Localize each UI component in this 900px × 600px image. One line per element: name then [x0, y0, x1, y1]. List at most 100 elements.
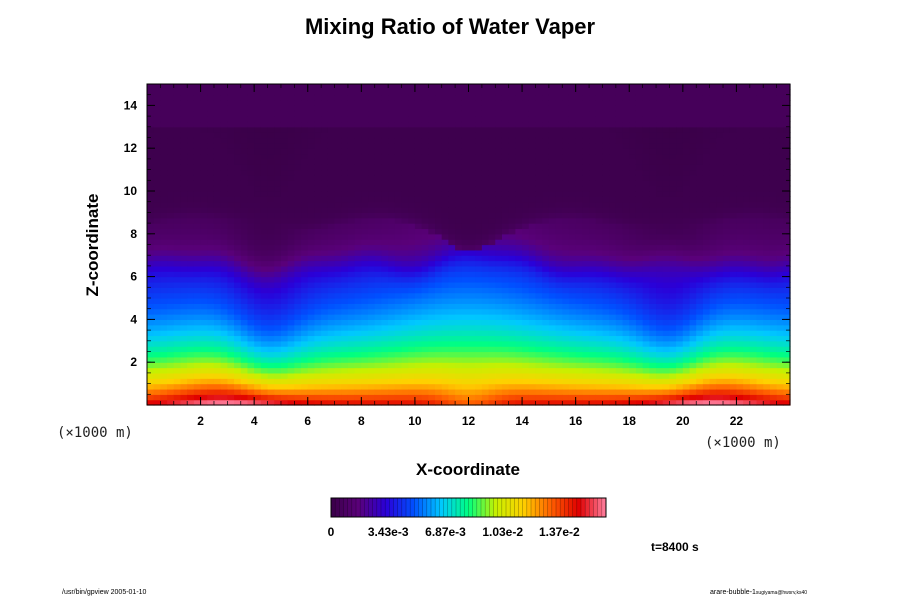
- heatmap-cell: [629, 164, 637, 171]
- heatmap-cell: [381, 158, 389, 165]
- heatmap-cell: [622, 137, 630, 144]
- heatmap-cell: [702, 362, 711, 369]
- heatmap-cell: [669, 212, 677, 219]
- heatmap-cell: [234, 378, 242, 385]
- heatmap-cell: [461, 196, 470, 203]
- heatmap-cell: [501, 351, 510, 358]
- heatmap-cell: [642, 367, 650, 374]
- heatmap-cell: [615, 207, 624, 213]
- heatmap-cell: [689, 105, 697, 112]
- heatmap-cell: [361, 340, 369, 347]
- heatmap-cell: [475, 169, 483, 176]
- heatmap-cell: [401, 308, 409, 315]
- heatmap-cell: [401, 356, 409, 363]
- heatmap-cell: [394, 212, 403, 219]
- heatmap-cell: [187, 121, 195, 128]
- heatmap-cell: [508, 89, 516, 96]
- heatmap-cell: [180, 281, 188, 288]
- heatmap-cell: [287, 89, 295, 96]
- heatmap-cell: [555, 132, 563, 139]
- heatmap-cell: [428, 351, 436, 358]
- heatmap-cell: [602, 276, 610, 283]
- heatmap-cell: [548, 169, 557, 176]
- heatmap-cell: [562, 372, 570, 379]
- heatmap-cell: [461, 201, 470, 208]
- heatmap-cell: [227, 191, 235, 197]
- heatmap-cell: [689, 110, 697, 117]
- heatmap-cell: [522, 132, 530, 139]
- heatmap-cell: [287, 292, 295, 299]
- heatmap-cell: [227, 228, 235, 235]
- heatmap-cell: [629, 110, 637, 117]
- heatmap-cell: [207, 89, 215, 96]
- heatmap-cell: [662, 207, 671, 213]
- heatmap-cell: [394, 330, 403, 337]
- heatmap-cell: [240, 356, 249, 363]
- heatmap-cell: [200, 346, 208, 353]
- heatmap-cell: [160, 89, 168, 96]
- heatmap-cell: [475, 330, 483, 337]
- heatmap-cell: [535, 110, 543, 117]
- heatmap-cell: [240, 164, 249, 171]
- heatmap-cell: [347, 367, 356, 374]
- heatmap-cell: [220, 228, 228, 235]
- heatmap-cell: [307, 287, 316, 294]
- heatmap-cell: [515, 308, 523, 315]
- heatmap-cell: [635, 84, 644, 90]
- heatmap-cell: [394, 335, 403, 342]
- heatmap-cell: [234, 319, 242, 326]
- heatmap-cell: [702, 378, 711, 385]
- heatmap-cell: [213, 201, 222, 208]
- heatmap-cell: [461, 244, 470, 251]
- heatmap-cell: [682, 169, 691, 176]
- heatmap-cell: [153, 362, 161, 369]
- heatmap-cell: [421, 223, 429, 230]
- heatmap-cell: [334, 394, 342, 401]
- heatmap-cell: [374, 281, 383, 288]
- heatmap-cell: [428, 255, 436, 262]
- heatmap-cell: [160, 276, 168, 283]
- heatmap-cell: [180, 372, 188, 379]
- heatmap-cell: [642, 94, 650, 101]
- heatmap-cell: [280, 292, 289, 299]
- heatmap-cell: [260, 110, 269, 117]
- heatmap-cell: [394, 383, 403, 390]
- heatmap-cell: [535, 153, 543, 160]
- heatmap-cell: [522, 185, 530, 192]
- heatmap-cell: [435, 244, 443, 251]
- heatmap-cell: [414, 121, 423, 128]
- heatmap-cell: [160, 233, 168, 240]
- heatmap-cell: [347, 180, 356, 187]
- heatmap-cell: [274, 244, 282, 251]
- heatmap-cell: [193, 271, 202, 278]
- heatmap-cell: [629, 126, 637, 133]
- heatmap-cell: [147, 126, 155, 133]
- heatmap-cell: [528, 287, 537, 294]
- heatmap-cell: [247, 260, 255, 267]
- heatmap-cell: [147, 148, 155, 155]
- heatmap-cell: [481, 100, 490, 106]
- heatmap-cell: [421, 89, 429, 96]
- heatmap-cell: [301, 276, 309, 283]
- heatmap-cell: [334, 142, 342, 149]
- heatmap-cell: [448, 276, 456, 283]
- heatmap-cell: [542, 388, 550, 395]
- heatmap-cell: [495, 185, 503, 192]
- heatmap-cell: [207, 116, 215, 123]
- heatmap-cell: [468, 292, 476, 299]
- heatmap-cell: [508, 201, 516, 208]
- heatmap-cell: [254, 105, 262, 112]
- heatmap-cell: [153, 191, 161, 197]
- heatmap-cell: [622, 196, 630, 203]
- heatmap-cell: [314, 126, 322, 133]
- heatmap-cell: [615, 116, 624, 123]
- heatmap-cell: [147, 303, 155, 310]
- heatmap-cell: [280, 196, 289, 203]
- heatmap-cell: [589, 324, 597, 331]
- heatmap-cell: [542, 164, 550, 171]
- heatmap-cell: [280, 324, 289, 331]
- heatmap-cell: [361, 132, 369, 139]
- heatmap-cell: [555, 207, 563, 213]
- heatmap-cell: [555, 201, 563, 208]
- heatmap-cell: [435, 394, 443, 401]
